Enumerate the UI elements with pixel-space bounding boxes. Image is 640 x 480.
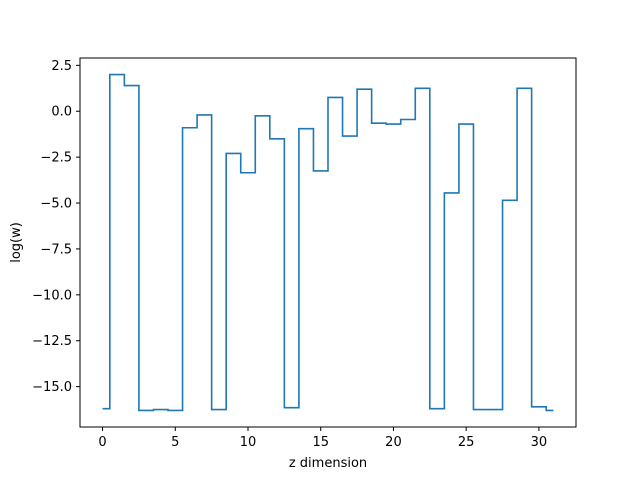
- y-tick-label: −15.0: [32, 380, 72, 395]
- x-tick-label: 30: [531, 435, 548, 450]
- y-tick-label: −10.0: [32, 288, 72, 303]
- y-axis-label: log(w): [9, 222, 24, 263]
- series-line: [102, 73, 554, 412]
- x-tick-label: 10: [240, 435, 257, 450]
- y-tick-label: −12.5: [32, 334, 72, 349]
- y-axis-ticks: 2.5 0.0 −2.5 −5.0 −7.5 −10.0 −12.5 −15.0: [32, 59, 80, 395]
- x-axis-ticks: 0 5 10 15 20 25 30: [98, 427, 547, 450]
- y-tick-label: −7.5: [40, 242, 72, 257]
- x-tick-label: 15: [312, 435, 329, 450]
- y-tick-label: 2.5: [51, 59, 72, 74]
- x-tick-label: 20: [385, 435, 402, 450]
- y-tick-label: 0.0: [51, 105, 72, 120]
- x-tick-label: 0: [98, 435, 106, 450]
- axes-frame: [79, 57, 577, 428]
- plot-area: [102, 73, 554, 412]
- y-tick-label: −5.0: [40, 197, 72, 212]
- x-tick-label: 25: [458, 435, 475, 450]
- x-axis-label: z dimension: [289, 456, 367, 471]
- x-tick-label: 5: [171, 435, 179, 450]
- y-tick-label: −2.5: [40, 151, 72, 166]
